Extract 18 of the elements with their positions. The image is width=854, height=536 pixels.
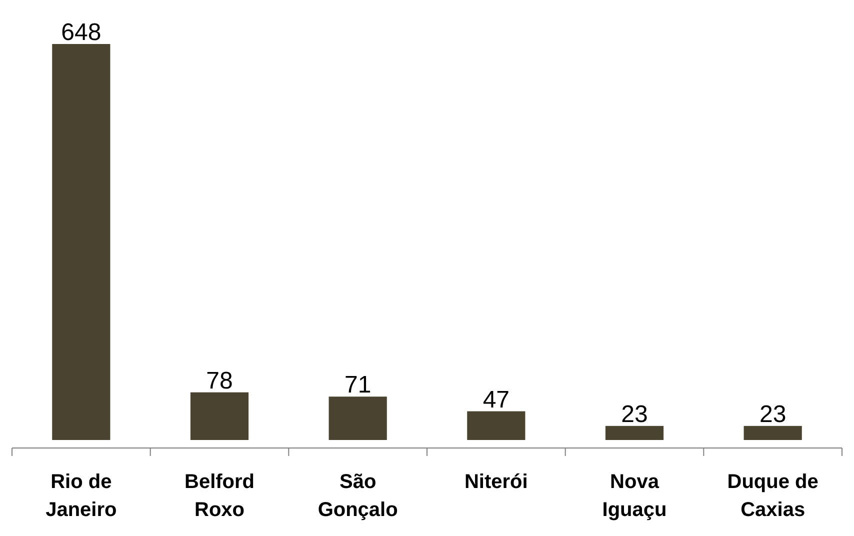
- x-tick-label: Rio de Janeiro: [46, 471, 117, 521]
- bar: [190, 392, 249, 440]
- bar: [328, 396, 387, 440]
- bar: [605, 426, 664, 440]
- x-tick-label: Niterói: [464, 471, 528, 493]
- data-label: 47: [482, 386, 510, 414]
- bar: [467, 411, 526, 440]
- data-label: 78: [206, 367, 233, 394]
- data-label: 23: [621, 400, 648, 428]
- data-label: 23: [759, 400, 786, 428]
- data-label: 71: [344, 372, 372, 399]
- bar: [52, 44, 110, 440]
- x-tick-label: Nova Iguaçu: [602, 471, 667, 521]
- x-tick-label: Duque de Caxias: [727, 471, 818, 521]
- bar: [744, 426, 802, 440]
- data-label: 648: [61, 19, 102, 46]
- x-tick-label: Belford Roxo: [184, 471, 254, 521]
- x-tick-label: São Gonçalo: [318, 471, 398, 521]
